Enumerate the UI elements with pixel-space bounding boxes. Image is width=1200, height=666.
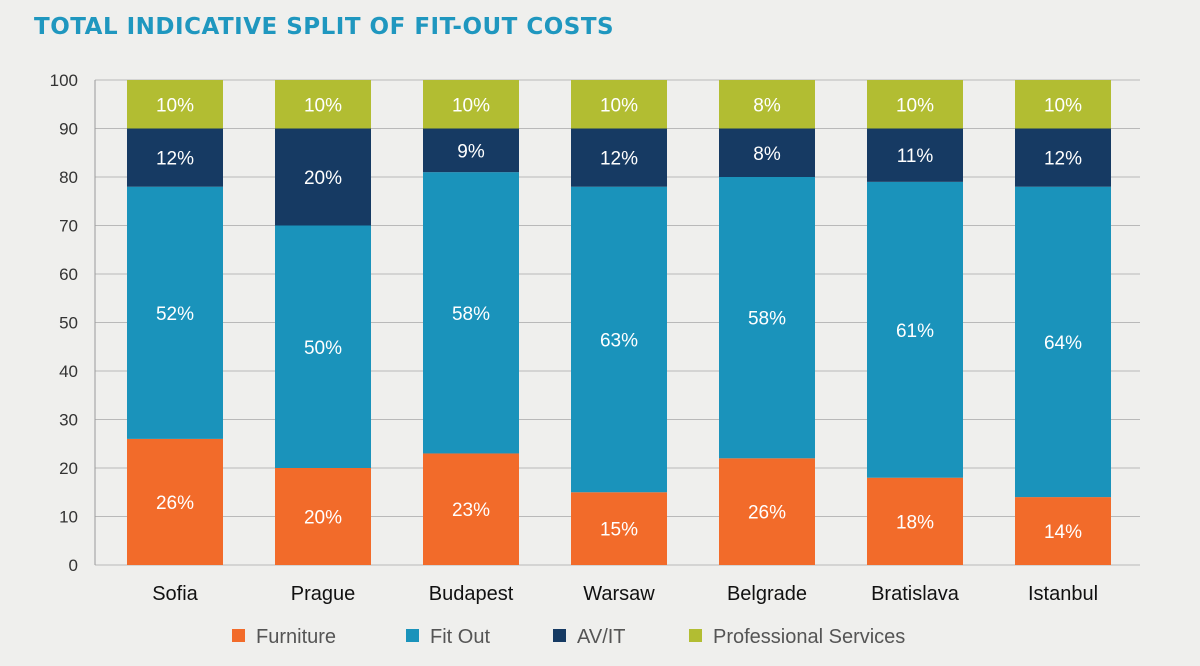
bar-fit-out-prague [275,225,371,468]
bar-av-it-budapest [423,128,519,173]
data-label: 20% [304,508,342,529]
data-label: 12% [1044,149,1082,170]
bar-furniture-istanbul [1015,497,1111,565]
y-tick-label: 10 [59,508,78,527]
y-tick-label: 90 [59,120,78,139]
y-tick-label: 100 [50,71,78,90]
legend-swatch [406,629,419,642]
bar-furniture-budapest [423,453,519,565]
bar-av-it-istanbul [1015,128,1111,187]
data-label: 63% [600,330,638,351]
bar-professional-services-istanbul [1015,80,1111,129]
bar-fit-out-belgrade [719,177,815,459]
data-label: 15% [600,520,638,541]
bar-professional-services-budapest [423,80,519,129]
x-category-label: Warsaw [583,583,655,605]
bar-av-it-belgrade [719,128,815,177]
bar-furniture-warsaw [571,492,667,565]
bar-av-it-prague [275,128,371,226]
bar-professional-services-bratislava [867,80,963,129]
legend-label: Fit Out [430,626,490,648]
data-label: 58% [452,304,490,325]
legend-swatch [553,629,566,642]
bar-professional-services-warsaw [571,80,667,129]
x-category-label: Prague [291,583,356,605]
data-label: 8% [753,144,781,165]
data-label: 18% [896,512,934,533]
data-label: 52% [156,304,194,325]
y-tick-label: 80 [59,168,78,187]
bar-professional-services-sofia [127,80,223,129]
data-label: 12% [600,149,638,170]
data-label: 26% [156,493,194,514]
data-label: 10% [452,95,490,116]
y-tick-label: 30 [59,411,78,430]
bar-furniture-belgrade [719,458,815,565]
bar-fit-out-warsaw [571,186,667,493]
y-tick-label: 20 [59,459,78,478]
bar-av-it-sofia [127,128,223,187]
data-label: 8% [753,95,781,116]
data-label: 64% [1044,333,1082,354]
bar-furniture-sofia [127,438,223,565]
bar-furniture-bratislava [867,477,963,565]
data-label: 9% [457,141,485,162]
data-label: 11% [897,146,934,167]
x-category-label: Sofia [152,583,198,605]
data-label: 10% [600,95,638,116]
x-category-label: Belgrade [727,583,807,605]
chart-title: TOTAL INDICATIVE SPLIT OF FIT-OUT COSTS [34,14,615,40]
data-label: 61% [896,321,934,342]
legend-label: Furniture [256,626,336,648]
data-label: 10% [896,95,934,116]
bar-av-it-bratislava [867,128,963,182]
x-category-label: Bratislava [871,583,960,605]
data-label: 12% [156,149,194,170]
x-category-label: Budapest [429,583,514,605]
data-label: 20% [304,168,342,189]
data-label: 23% [452,500,490,521]
legend-swatch [689,629,702,642]
data-label: 58% [748,309,786,330]
x-category-label: Istanbul [1028,583,1098,605]
legend-label: AV/IT [577,626,626,648]
y-tick-label: 40 [59,362,78,381]
bar-professional-services-prague [275,80,371,129]
data-label: 14% [1044,522,1082,543]
y-tick-label: 60 [59,265,78,284]
data-label: 10% [1044,95,1082,116]
bar-fit-out-sofia [127,186,223,439]
legend-swatch [232,629,245,642]
data-label: 50% [304,338,342,359]
y-tick-label: 0 [69,556,78,575]
bar-fit-out-budapest [423,172,519,454]
data-label: 26% [748,503,786,524]
data-label: 10% [304,95,342,116]
data-label: 10% [156,95,194,116]
bar-fit-out-bratislava [867,181,963,478]
y-tick-label: 70 [59,217,78,236]
bar-av-it-warsaw [571,128,667,187]
legend-label: Professional Services [713,626,905,648]
bar-professional-services-belgrade [719,80,815,129]
bar-furniture-prague [275,468,371,565]
bar-fit-out-istanbul [1015,186,1111,498]
y-tick-label: 50 [59,314,78,333]
